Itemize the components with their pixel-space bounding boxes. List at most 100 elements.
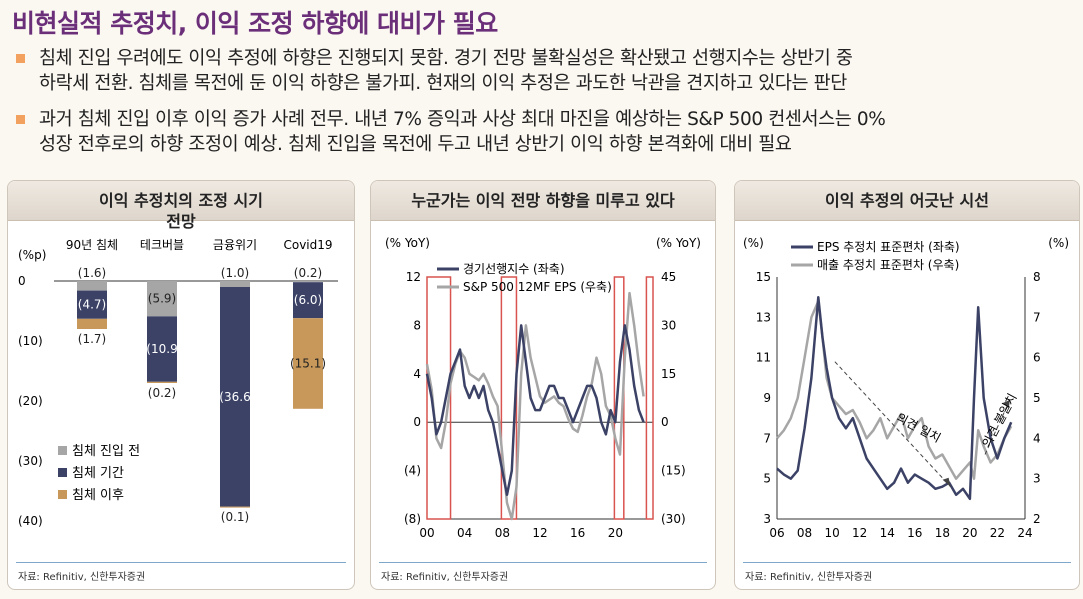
data-label: (5.9) [148, 292, 176, 306]
source-divider [379, 562, 707, 563]
x-tick-label: 20 [962, 526, 977, 540]
panel-title: 이익 추정의 어긋난 시선 [735, 181, 1079, 221]
source-divider [743, 562, 1071, 563]
right-tick-label: (15) [661, 464, 686, 478]
bullet-item: 과거 침체 진입 이후 이익 증가 사례 전무. 내년 7% 증익과 사상 최대… [12, 107, 1072, 157]
left-axis-unit: (% YoY) [385, 236, 430, 250]
left-tick-label: 5 [763, 472, 771, 486]
data-label: (0.1) [221, 510, 249, 524]
source-note: 자료: Refinitiv, 신한투자증권 [745, 572, 873, 583]
right-tick-label: 3 [1033, 472, 1041, 486]
bullet-line: 침체 진입 우려에도 이익 추정에 하향은 진행되지 못함. 경기 전망 불확실… [39, 48, 853, 69]
series-line [425, 324, 645, 497]
series-line [776, 295, 1013, 501]
legend-label: 경기선행지수 (좌축) [463, 261, 565, 276]
data-label: (36.6 [219, 390, 250, 404]
category-label: 90년 침체 [66, 238, 118, 252]
legend-swatch [58, 490, 67, 499]
line-chart-lei-eps: (% YoY) (% YoY) 12 8 4 0 (4) (8) 45 30 15 0 (15) (30)… [385, 236, 701, 540]
page-title: 비현실적 추정치, 이익 조정 하향에 대비가 필요 [12, 9, 498, 38]
bar-segment [220, 287, 250, 507]
trend-arrow-icon [942, 477, 951, 487]
bar-segment [220, 506, 250, 508]
left-tick-label: 0 [413, 415, 421, 429]
right-tick-label: 6 [1033, 351, 1041, 365]
legend-label: EPS 추정치 표준편차 (좌축) [817, 240, 960, 254]
right-tick-label: 30 [661, 318, 676, 332]
x-tick-label: 16 [570, 526, 585, 540]
bar-segment [77, 281, 107, 291]
legend-label: 침체 기간 [72, 466, 124, 481]
bar-segment [77, 290, 107, 319]
panel-title: 이익 추정치의 조정 시기 전망 [8, 181, 354, 231]
panel-title: 누군가는 이익 전망 하향을 미루고 있다 [371, 181, 715, 221]
trend-arrow-icon [1002, 400, 1010, 409]
x-tick-label: 12 [852, 526, 867, 540]
left-axis-unit: (%) [743, 236, 764, 250]
y-tick-label: (30) [18, 454, 43, 468]
source-note: 자료: Refinitiv, 신한투자증권 [18, 572, 146, 583]
left-tick-label: 3 [763, 512, 771, 526]
x-tick-label: 20 [608, 526, 623, 540]
data-label: (0.2) [148, 386, 176, 400]
line-chart-dispersion: (%) (%) 15 13 11 9 7 5 3 8 7 6 5 4 3 2 06 08 10 12 14 16 18 20 2… [743, 236, 1069, 540]
data-label: (1.7) [78, 332, 106, 346]
right-tick-label: 0 [661, 415, 669, 429]
x-tick-label: 22 [990, 526, 1005, 540]
category-label: 테크버블 [140, 238, 184, 252]
x-tick-label: 12 [532, 526, 547, 540]
legend-swatch [58, 446, 67, 455]
x-tick-label: 24 [1017, 526, 1032, 540]
bar-segment [220, 281, 250, 287]
x-tick-label: 14 [880, 526, 895, 540]
y-tick-label: (10) [18, 334, 43, 348]
y-tick-label: (40) [18, 514, 43, 528]
right-tick-label: 8 [1033, 270, 1041, 284]
bar-segment [77, 318, 107, 329]
series-line [425, 291, 645, 521]
bullet-line: 성장 전후로의 하향 조정이 예상. 침체 진입을 목전에 두고 내년 상반기 … [39, 134, 792, 155]
bullet-line: 하락세 전환. 침체를 목전에 둔 이익 하향은 불가피. 현재의 이익 추정은… [39, 73, 847, 94]
legend-label: S&P 500 12MF EPS (우축) [463, 280, 612, 294]
panel-revision-timing: 이익 추정치의 조정 시기 전망 (%p) 0 (10) (20) (30) (40) 90… [7, 180, 355, 590]
right-tick-label: 7 [1033, 310, 1041, 324]
consensus-trend-line [834, 361, 951, 488]
bar-segment [147, 281, 177, 317]
legend-label: 매출 추정치 표준편차 (우축) [817, 258, 959, 272]
right-tick-label: 2 [1033, 512, 1041, 526]
panel-dispersion: 이익 추정의 어긋난 시선 (%) (%) 15 13 11 9 7 5 3 8 7 6 5 4 3 2 06 0… [734, 180, 1080, 590]
recession-box [645, 276, 654, 520]
category-label: 금융위기 [213, 238, 257, 252]
y-axis-unit: (%p) [18, 248, 46, 262]
data-label: (1.0) [221, 266, 249, 280]
panel-delayed-revision: 누군가는 이익 전망 하향을 미루고 있다 (% YoY) (% YoY) 12 8 4… [370, 180, 716, 590]
panel-title-wrap: 전망 [166, 212, 196, 231]
legend-label: 침체 진입 전 [72, 444, 140, 459]
left-tick-label: 7 [763, 431, 771, 445]
bar-segment [293, 282, 323, 319]
right-tick-label: (30) [661, 512, 686, 526]
y-tick-label: (20) [18, 394, 43, 408]
bar-chart: (%p) 0 (10) (20) (30) (40) 90년 침체 (1.6) (4.7) (1.… [18, 238, 338, 528]
x-tick-label: 04 [457, 526, 472, 540]
right-axis-unit: (%) [1048, 236, 1069, 250]
panel-title-text: 이익 추정치의 조정 시기 [99, 191, 263, 210]
bullet-square-icon [16, 54, 25, 63]
data-label: (6.0) [294, 293, 322, 307]
bar-segment [293, 281, 323, 283]
left-tick-label: 12 [406, 270, 421, 284]
source-divider [16, 562, 346, 563]
bar-segment [147, 316, 177, 382]
bar-segment [147, 381, 177, 383]
annotation-label: 의견 불일치 [979, 391, 1019, 450]
annotation-label: 의견 일치 [894, 410, 943, 445]
x-tick-label: 00 [419, 526, 434, 540]
x-tick-label: 08 [495, 526, 510, 540]
left-tick-label: (4) [404, 464, 421, 478]
bullet-item: 침체 진입 우려에도 이익 추정에 하향은 진행되지 못함. 경기 전망 불확실… [12, 46, 1072, 96]
divergence-trend-line [984, 399, 1011, 455]
bullet-list: 침체 진입 우려에도 이익 추정에 하향은 진행되지 못함. 경기 전망 불확실… [12, 46, 1072, 168]
y-tick-label: 0 [18, 274, 26, 288]
left-tick-label: 11 [756, 351, 771, 365]
recession-box [426, 276, 452, 520]
